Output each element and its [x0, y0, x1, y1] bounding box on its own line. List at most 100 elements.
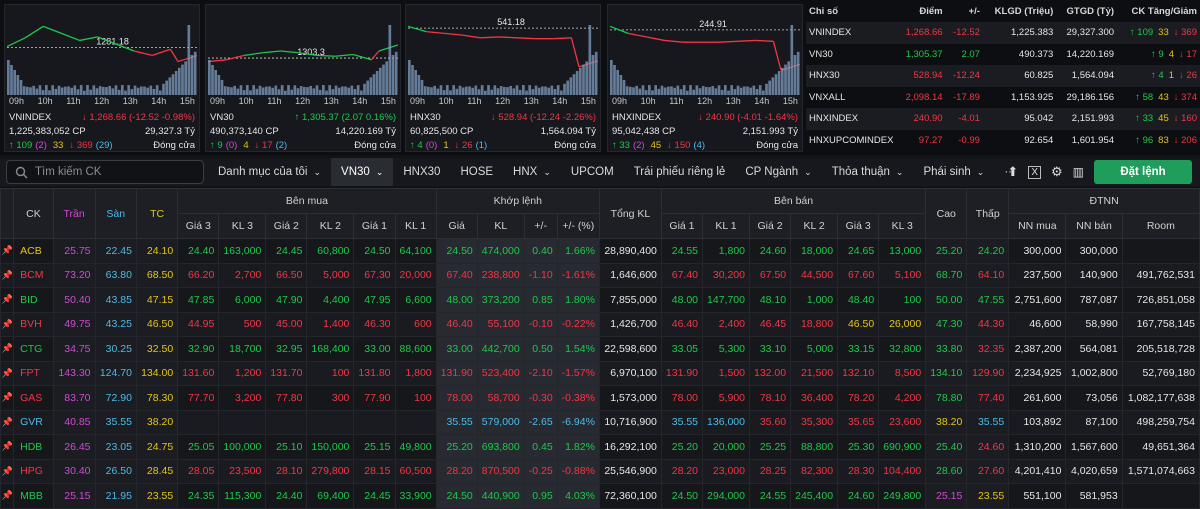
- stock-row[interactable]: 📌 BVH 49.75 43.25 46.50 44.95 500 45.00 1,400 46.…: [0, 311, 1200, 337]
- ask-cell[interactable]: 48.40: [837, 287, 880, 313]
- index-mini-card[interactable]: 1303.3 09h 10h 11h 12h 13h 14h 15h VN30 ↑ 1,305.3…: [205, 4, 401, 152]
- bid-cell[interactable]: 100: [394, 385, 437, 411]
- board-tab[interactable]: HNX ⌄: [503, 158, 561, 186]
- board-tab[interactable]: HNX30: [393, 158, 450, 186]
- bid-cell[interactable]: [394, 409, 437, 435]
- bid-cell[interactable]: 5,000: [306, 262, 355, 288]
- ask-cell[interactable]: 36,400: [790, 385, 839, 411]
- bid-cell[interactable]: 60,500: [394, 458, 437, 484]
- bid-cell[interactable]: 24.40: [265, 483, 308, 509]
- bid-cell[interactable]: 25.15: [353, 434, 396, 460]
- bid-cell[interactable]: 47.90: [265, 287, 308, 313]
- ask-cell[interactable]: 30,200: [702, 262, 750, 288]
- ask-cell[interactable]: 18,000: [790, 238, 839, 264]
- bid-cell[interactable]: 150,000: [306, 434, 355, 460]
- stock-row[interactable]: 📌 FPT 143.30 124.70 134.00 131.60 1,200 131.70 1…: [0, 360, 1200, 386]
- ask-cell[interactable]: 20,000: [702, 434, 750, 460]
- ask-cell[interactable]: 28.30: [837, 458, 880, 484]
- ask-cell[interactable]: 46.40: [660, 311, 704, 337]
- bid-cell[interactable]: 32.90: [177, 336, 220, 362]
- bid-cell[interactable]: 66.50: [265, 262, 308, 288]
- bid-cell[interactable]: 47.85: [177, 287, 220, 313]
- bid-cell[interactable]: 3,200: [218, 385, 267, 411]
- bid-cell[interactable]: 500: [218, 311, 267, 337]
- board-tab[interactable]: Danh mục của tôi ⌄: [208, 158, 331, 186]
- place-order-button[interactable]: Đặt lệnh: [1094, 160, 1192, 184]
- index-table-row[interactable]: HNXINDEX 240.90 -4.01 95.042 2,151.993 ↑ 33 45…: [806, 107, 1200, 130]
- ask-cell[interactable]: 4,200: [878, 385, 927, 411]
- bid-cell[interactable]: 1,200: [218, 360, 267, 386]
- ask-cell[interactable]: 8,500: [878, 360, 927, 386]
- board-tab[interactable]: Thỏa thuận ⌄: [822, 158, 914, 186]
- bid-cell[interactable]: 600: [394, 311, 437, 337]
- index-table-row[interactable]: VN30 1,305.37 2.07 490.373 14,220.169 ↑ 9 4 ↓ 1…: [806, 43, 1200, 65]
- board-tab[interactable]: UPCOM: [561, 158, 624, 186]
- ask-cell[interactable]: 1,000: [790, 287, 839, 313]
- bid-cell[interactable]: 100,000: [218, 434, 267, 460]
- ask-cell[interactable]: 88,800: [790, 434, 839, 460]
- columns-icon[interactable]: ▥: [1072, 165, 1084, 179]
- board-tab[interactable]: Trái phiếu riêng lẻ: [624, 158, 736, 186]
- symbol-cell[interactable]: MBB: [13, 483, 54, 509]
- bid-cell[interactable]: 4,400: [306, 287, 355, 313]
- ask-cell[interactable]: 35.65: [837, 409, 880, 435]
- ask-cell[interactable]: 25.20: [660, 434, 704, 460]
- bid-cell[interactable]: 28.05: [177, 458, 220, 484]
- bid-cell[interactable]: [353, 409, 396, 435]
- index-mini-card[interactable]: 541.18 09h 10h 11h 12h 13h 14h 15h HNX30 ↓ 528.94…: [405, 4, 601, 152]
- bid-cell[interactable]: 33.00: [353, 336, 396, 362]
- bid-cell[interactable]: 279,800: [306, 458, 355, 484]
- ask-cell[interactable]: 24.60: [748, 238, 792, 264]
- stock-row[interactable]: 📌 ACB 25.75 22.45 24.10 24.40 163,000 24.45 60,8…: [0, 238, 1200, 264]
- ask-cell[interactable]: 18,800: [790, 311, 839, 337]
- bid-cell[interactable]: 23,500: [218, 458, 267, 484]
- bid-cell[interactable]: [306, 409, 355, 435]
- bid-cell[interactable]: 131.60: [177, 360, 220, 386]
- bid-cell[interactable]: 6,000: [218, 287, 267, 313]
- ask-cell[interactable]: 35.55: [660, 409, 704, 435]
- ask-cell[interactable]: 67.60: [837, 262, 880, 288]
- pin-icon[interactable]: 📌: [0, 262, 15, 288]
- ask-cell[interactable]: 24.50: [660, 483, 704, 509]
- ask-cell[interactable]: 67.50: [748, 262, 792, 288]
- bid-cell[interactable]: 1,800: [394, 360, 437, 386]
- index-table-row[interactable]: VNXALL 2,098.14 -17.89 1,153.925 29,186.156 ↑…: [806, 86, 1200, 108]
- bid-cell[interactable]: 32.95: [265, 336, 308, 362]
- ask-cell[interactable]: 2,400: [702, 311, 750, 337]
- bid-cell[interactable]: 77.80: [265, 385, 308, 411]
- bid-cell[interactable]: 88,600: [394, 336, 437, 362]
- stock-row[interactable]: 📌 HDB 26.45 23.05 24.75 25.05 100,000 25.10 150,…: [0, 434, 1200, 460]
- stock-row[interactable]: 📌 GAS 83.70 72.90 78.30 77.70 3,200 77.80 300 77.…: [0, 385, 1200, 411]
- ask-cell[interactable]: 147,700: [702, 287, 750, 313]
- bid-cell[interactable]: 1,400: [306, 311, 355, 337]
- ask-cell[interactable]: 24.60: [837, 483, 880, 509]
- bid-cell[interactable]: 115,300: [218, 483, 267, 509]
- bid-cell[interactable]: 60,800: [306, 238, 355, 264]
- bid-cell[interactable]: 24.35: [177, 483, 220, 509]
- bid-cell[interactable]: [177, 409, 220, 435]
- pin-icon[interactable]: 📌: [0, 336, 15, 362]
- bid-cell[interactable]: [265, 409, 308, 435]
- bid-cell[interactable]: 45.00: [265, 311, 308, 337]
- bid-cell[interactable]: 24.45: [265, 238, 308, 264]
- index-table-row[interactable]: HNXUPCOMINDEX 97.27 -0.99 92.654 1,601.954 ↑ …: [806, 129, 1200, 151]
- ask-cell[interactable]: 82,300: [790, 458, 839, 484]
- ask-cell[interactable]: 136,000: [702, 409, 750, 435]
- symbol-cell[interactable]: CTG: [13, 336, 54, 362]
- ask-cell[interactable]: 48.10: [748, 287, 792, 313]
- pin-icon[interactable]: 📌: [0, 238, 15, 264]
- bid-cell[interactable]: [218, 409, 267, 435]
- pin-icon[interactable]: 📌: [0, 311, 15, 337]
- pin-icon[interactable]: 📌: [0, 360, 15, 386]
- ask-cell[interactable]: 48.00: [660, 287, 704, 313]
- index-table-row[interactable]: HNX30 528.94 -12.24 60.825 1,564.094 ↑ 4 1 ↓ 26: [806, 64, 1200, 87]
- ask-cell[interactable]: 78.10: [748, 385, 792, 411]
- ask-cell[interactable]: 67.40: [660, 262, 704, 288]
- bid-cell[interactable]: 66.20: [177, 262, 220, 288]
- board-tab[interactable]: HOSE: [450, 158, 503, 186]
- ask-cell[interactable]: 26,000: [878, 311, 927, 337]
- bid-cell[interactable]: 18,700: [218, 336, 267, 362]
- bid-cell[interactable]: 77.70: [177, 385, 220, 411]
- bid-cell[interactable]: 24.40: [177, 238, 220, 264]
- ask-cell[interactable]: 132.00: [748, 360, 792, 386]
